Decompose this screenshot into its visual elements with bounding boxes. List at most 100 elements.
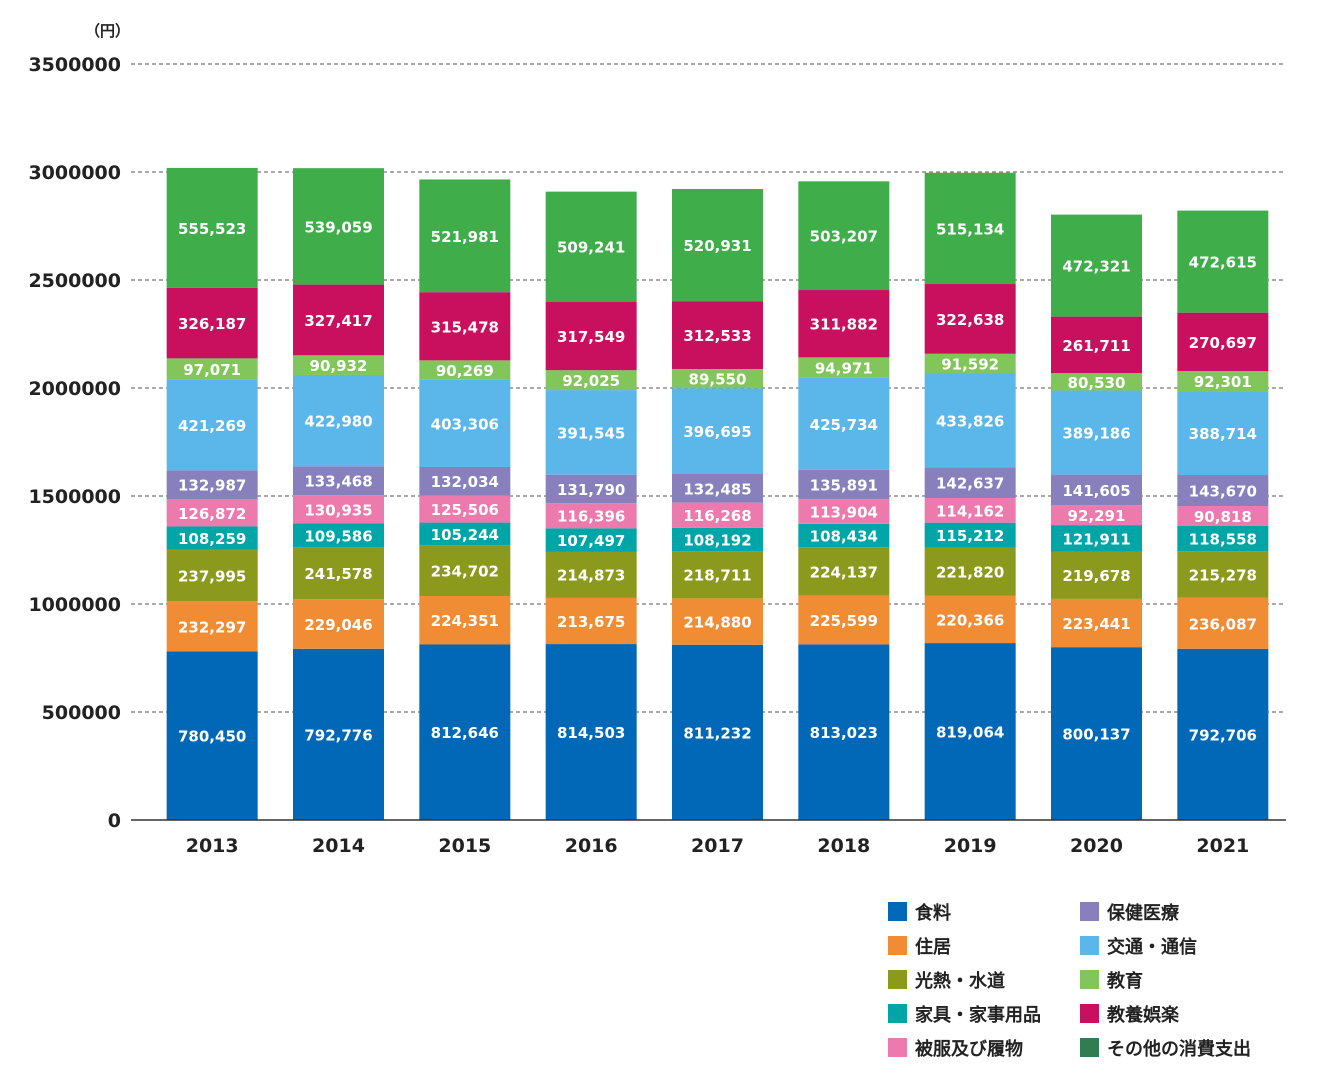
- bar-value-label: 388,714: [1189, 425, 1257, 443]
- bar-segment: [545, 474, 637, 504]
- bar-segment: [293, 284, 384, 356]
- bar-value-label: 326,187: [178, 315, 246, 333]
- bar-segment: [166, 651, 258, 820]
- bar-value-label: 472,321: [1062, 258, 1130, 276]
- bar-value-label: 812,646: [431, 724, 499, 742]
- bar-segment: [1051, 598, 1142, 648]
- legend-swatch-food: [888, 902, 907, 921]
- bar-value-label: 521,981: [431, 228, 499, 246]
- bar-segment: [1177, 525, 1269, 552]
- bar-value-label: 539,059: [304, 218, 372, 236]
- bar-segment: [924, 643, 1016, 820]
- bar-segment: [1051, 390, 1142, 475]
- bar-segment: [672, 388, 763, 475]
- bar-segment: [293, 495, 384, 524]
- bar-value-label: 472,615: [1189, 254, 1257, 272]
- bar-value-label: 135,891: [810, 477, 878, 495]
- bar-segment: [798, 469, 890, 500]
- x-tick-label: 2017: [691, 835, 744, 857]
- x-tick-label: 2016: [565, 835, 618, 857]
- bar-value-label: 811,232: [683, 724, 751, 742]
- bar-segment: [672, 502, 763, 528]
- bar-segment: [293, 523, 384, 548]
- bar-value-label: 555,523: [178, 220, 246, 238]
- bar-value-label: 108,434: [810, 528, 878, 546]
- bar-segment: [798, 523, 890, 548]
- bar-segment: [672, 644, 763, 820]
- bar-value-label: 389,186: [1062, 425, 1130, 443]
- bar-segment: [1051, 474, 1142, 506]
- bar-value-label: 107,497: [557, 532, 625, 550]
- bar-segment: [924, 353, 1016, 374]
- x-tick-label: 2013: [186, 835, 239, 857]
- bar-segment: [293, 547, 384, 600]
- bar-value-label: 105,244: [431, 526, 499, 544]
- bar-value-label: 114,162: [936, 502, 1004, 520]
- bar-segment: [1177, 475, 1269, 507]
- bar-value-label: 118,558: [1189, 530, 1257, 548]
- bar-segment: [1051, 373, 1142, 391]
- legend-swatch-other: [1080, 1038, 1099, 1057]
- legend-label: 食料: [915, 902, 951, 924]
- y-tick-label: 3500000: [28, 54, 121, 76]
- bar-segment: [672, 474, 763, 503]
- bar-value-label: 315,478: [431, 318, 499, 336]
- bar-value-label: 220,366: [936, 611, 1004, 629]
- y-tick-label: 500000: [42, 702, 121, 724]
- bar-segment: [293, 648, 384, 820]
- bar-segment: [545, 597, 637, 645]
- bar-segment: [1177, 648, 1269, 820]
- bar-value-label: 89,550: [689, 371, 747, 389]
- bar-value-label: 132,485: [683, 480, 751, 498]
- bar-segment: [924, 522, 1016, 548]
- bar-value-label: 225,599: [810, 612, 878, 630]
- legend-swatch-transport: [1080, 936, 1099, 955]
- bar-segment: [419, 644, 511, 820]
- legend-label: その他の消費支出: [1107, 1038, 1251, 1060]
- bar-value-label: 130,935: [304, 501, 372, 519]
- bar-value-label: 132,034: [431, 473, 499, 491]
- bar-segment: [1051, 214, 1142, 317]
- bar-value-label: 109,586: [304, 527, 372, 545]
- bar-value-label: 317,549: [557, 328, 625, 346]
- bar-segment: [924, 498, 1016, 523]
- bar-value-label: 116,268: [683, 507, 751, 525]
- bar-value-label: 121,911: [1062, 530, 1130, 548]
- bar-value-label: 108,259: [178, 530, 246, 548]
- bar-segment: [672, 368, 763, 389]
- bar-segment: [166, 470, 258, 500]
- legend-swatch-clothing: [888, 1038, 907, 1057]
- bar-value-label: 108,192: [683, 531, 751, 549]
- bar-segment: [545, 370, 637, 391]
- bar-segment: [166, 167, 258, 288]
- y-axis-unit-label: （円）: [85, 22, 130, 40]
- bar-value-label: 116,396: [557, 508, 625, 526]
- legend-item: その他の消費支出: [1080, 1036, 1280, 1060]
- x-axis-ticks: 2013 2014 2015 2016 2017 2018 2019 2020 2021: [186, 835, 1250, 857]
- bar-value-label: 322,638: [936, 311, 1004, 329]
- bar-value-label: 133,468: [304, 473, 372, 491]
- bar-segment: [545, 528, 637, 552]
- bar-segment: [924, 467, 1016, 499]
- bars: [166, 167, 1269, 820]
- bar-segment: [166, 287, 258, 359]
- y-tick-label: 3000000: [28, 162, 121, 184]
- x-tick-label: 2019: [944, 835, 997, 857]
- bar-segment: [672, 598, 763, 645]
- bar-value-label: 92,025: [562, 372, 620, 390]
- bar-segment: [1051, 525, 1142, 552]
- bar-value-label: 819,064: [936, 724, 1004, 742]
- bar-value-label: 232,297: [178, 618, 246, 636]
- legend-label: 交通・通信: [1107, 936, 1197, 958]
- bar-value-label: 433,826: [936, 412, 1004, 430]
- bar-segment: [419, 292, 511, 361]
- bar-segment: [798, 357, 890, 378]
- bar-segment: [293, 374, 384, 467]
- legend-item: 交通・通信: [1080, 934, 1280, 958]
- bar-value-label: 143,670: [1189, 483, 1257, 501]
- bar-value-label: 219,678: [1062, 567, 1130, 585]
- bar-segment: [293, 466, 384, 496]
- bar-segment: [1051, 505, 1142, 526]
- bar-value-label: 142,637: [936, 475, 1004, 493]
- bar-value-label: 515,134: [936, 220, 1004, 238]
